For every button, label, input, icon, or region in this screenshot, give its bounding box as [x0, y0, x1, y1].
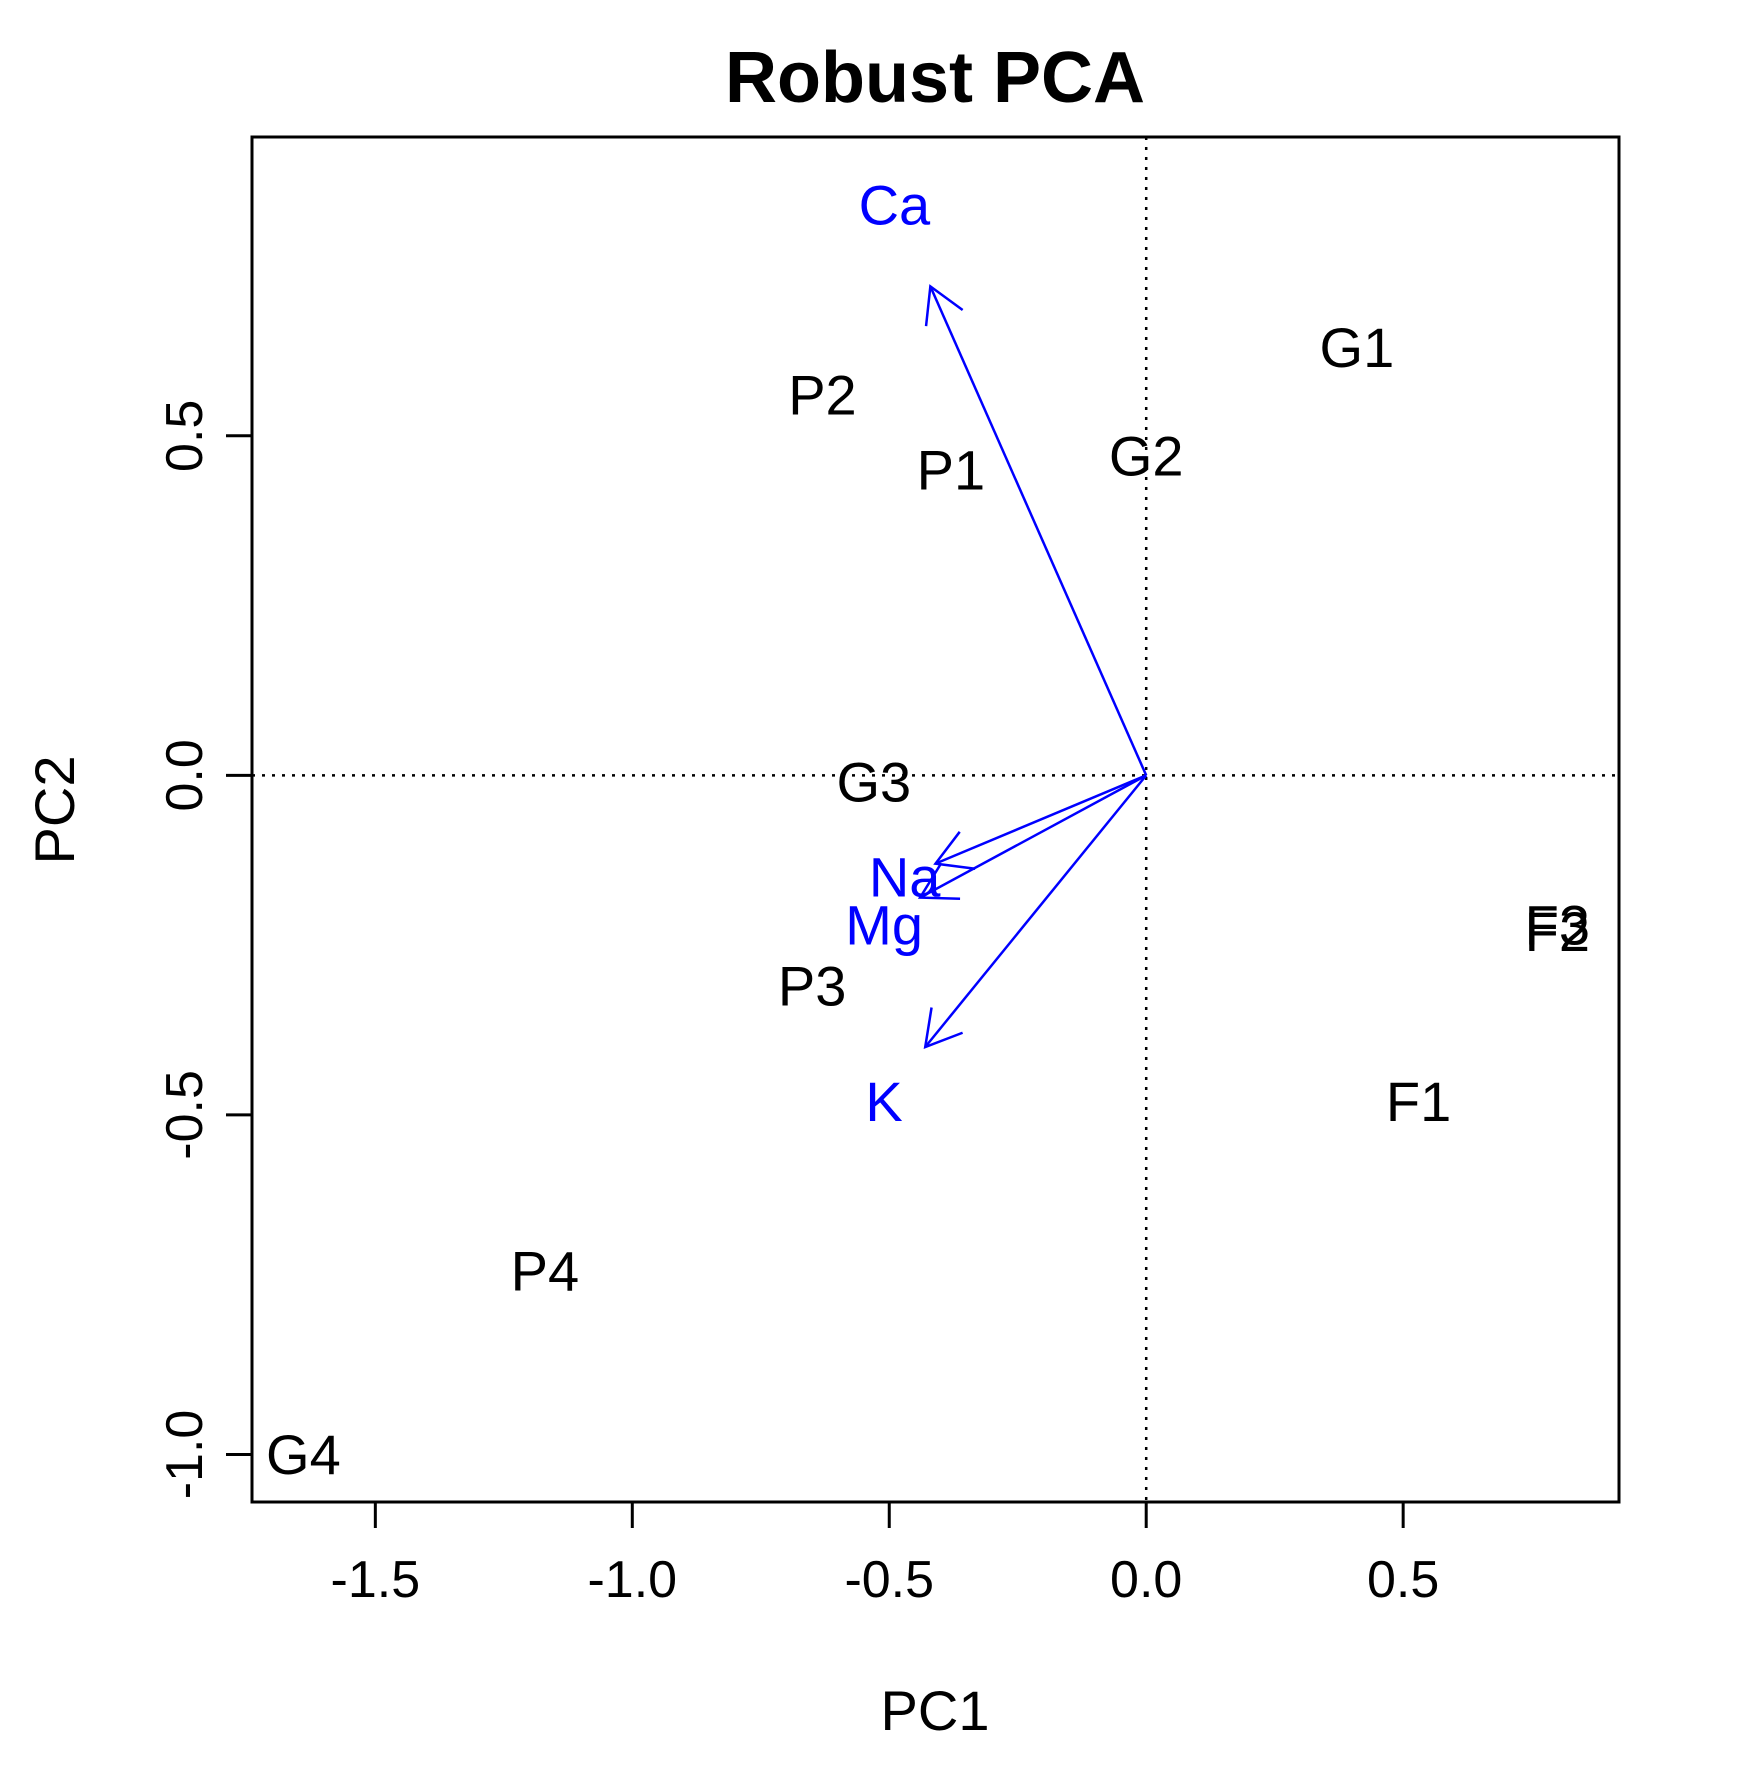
loading-label-k: K: [865, 1070, 902, 1133]
point-label-g4: G4: [266, 1423, 341, 1486]
x-tick-label: -1.0: [587, 1551, 677, 1609]
y-tick-label: 0.0: [156, 739, 214, 811]
arrowhead-ca: [924, 284, 964, 327]
arrowhead-mg: [917, 862, 961, 900]
loading-arrow-mg: [919, 774, 1147, 899]
loading-arrow-k: [924, 774, 1148, 1048]
reference-lines: [252, 137, 1619, 1502]
y-axis: -1.0 -0.5 0.0 0.5: [156, 400, 254, 1500]
x-tick-label: -0.5: [844, 1551, 934, 1609]
chart-title: Robust PCA: [725, 38, 1145, 118]
arrowhead-k: [923, 1007, 964, 1049]
plot-frame: [250, 135, 1621, 1504]
y-tick-label: -1.0: [156, 1410, 214, 1500]
loading-arrow-ca: [929, 285, 1148, 776]
y-tick-label: 0.5: [156, 400, 214, 472]
x-tick-label: 0.5: [1367, 1551, 1439, 1609]
point-label-f3: F3: [1525, 893, 1590, 956]
loading-label-ca: Ca: [859, 173, 931, 236]
point-label-p4: P4: [511, 1240, 580, 1303]
loading-arrow-na: [935, 774, 1147, 865]
x-tick-label: -1.5: [331, 1551, 421, 1609]
point-label-p1: P1: [917, 438, 986, 501]
point-label-g1: G1: [1320, 316, 1395, 379]
point-label-g2: G2: [1109, 425, 1184, 488]
y-axis-label: PC2: [23, 756, 86, 865]
point-label-g3: G3: [836, 751, 911, 814]
x-axis: -1.5 -1.0 -0.5 0.0 0.5: [331, 1500, 1439, 1609]
point-label-p2: P2: [788, 364, 857, 427]
point-label-f2: F2: [1525, 900, 1590, 963]
arrowhead-na: [933, 831, 976, 870]
loading-label-mg: Mg: [845, 893, 923, 956]
point-label-f1: F1: [1386, 1070, 1451, 1133]
point-label-p3: P3: [778, 954, 847, 1017]
y-tick-label: -0.5: [156, 1070, 214, 1160]
x-axis-label: PC1: [881, 1679, 990, 1742]
x-tick-label: 0.0: [1110, 1551, 1182, 1609]
